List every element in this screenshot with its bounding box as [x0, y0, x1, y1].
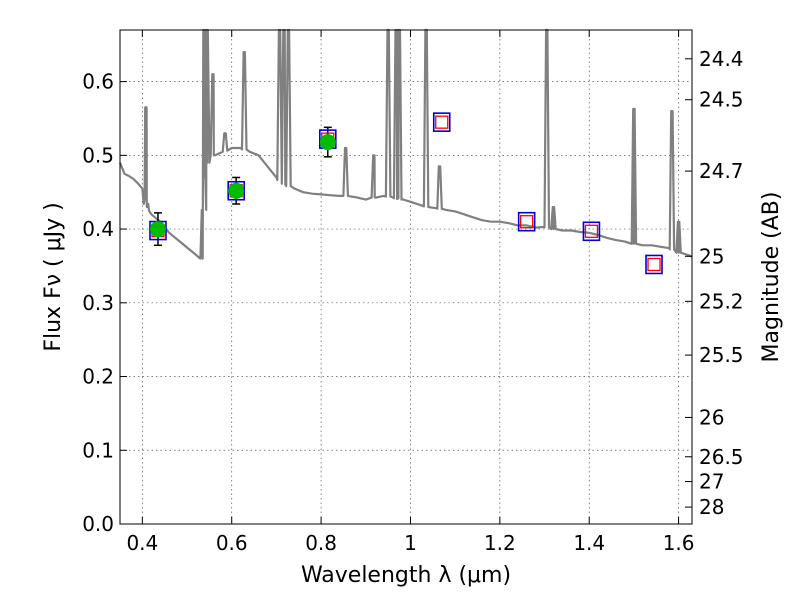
y-axis-label: Flux Fν ( μJy )	[41, 202, 66, 351]
model-point	[435, 115, 449, 129]
y-tick-label: 0.1	[82, 438, 114, 462]
axis-ticks: 0.4 0.6 0.8 1 1.2 1.4 1.6 0.0 0.1 0.2 0.3 0.4 0.5 0.6…	[82, 30, 744, 555]
plot-frame	[119, 29, 693, 525]
mag-tick-label: 25.5	[699, 343, 744, 367]
model-point-box	[432, 112, 451, 132]
observed-points	[149, 134, 336, 238]
model-point	[647, 257, 661, 272]
model-point-box	[517, 211, 536, 232]
model-point-box	[645, 254, 663, 275]
y-tick-label: 0.4	[82, 217, 114, 241]
observed-point	[319, 134, 336, 151]
model-point	[520, 215, 534, 229]
y-tick-label: 0.2	[82, 365, 114, 389]
x-tick-label: 1.2	[484, 531, 516, 555]
mag-tick-label: 26	[699, 405, 724, 429]
y-tick-label: 0.5	[82, 143, 114, 167]
mag-tick-label: 24.4	[699, 47, 744, 71]
mag-tick-label: 24.5	[699, 88, 744, 112]
mag-tick-label: 26.5	[699, 445, 744, 469]
x-tick-label: 1	[404, 531, 417, 555]
mag-tick-label: 28	[699, 495, 724, 519]
mag-tick-label: 25	[699, 244, 724, 268]
x-tick-label: 1.6	[663, 531, 695, 555]
y-tick-label: 0.3	[82, 291, 114, 315]
right-axis-label: Magnitude (AB)	[759, 192, 784, 363]
observed-point	[149, 221, 166, 238]
y-tick-label: 0.0	[82, 512, 114, 536]
observed-point	[228, 182, 245, 199]
x-tick-label: 0.6	[216, 531, 248, 555]
y-tick-label: 0.6	[82, 70, 114, 94]
x-axis-label: Wavelength λ (μm)	[301, 563, 511, 588]
x-tick-label: 1.4	[573, 531, 605, 555]
x-tick-label: 0.8	[305, 531, 337, 555]
template-spectrum	[118, 28, 693, 260]
mag-tick-label: 25.2	[699, 289, 744, 313]
x-tick-label: 0.4	[126, 531, 158, 555]
mag-tick-label: 24.7	[699, 159, 744, 183]
model-point-box	[582, 221, 601, 242]
spectrum-line	[118, 28, 693, 260]
model-point	[584, 224, 599, 238]
mag-tick-label: 27	[699, 470, 724, 494]
